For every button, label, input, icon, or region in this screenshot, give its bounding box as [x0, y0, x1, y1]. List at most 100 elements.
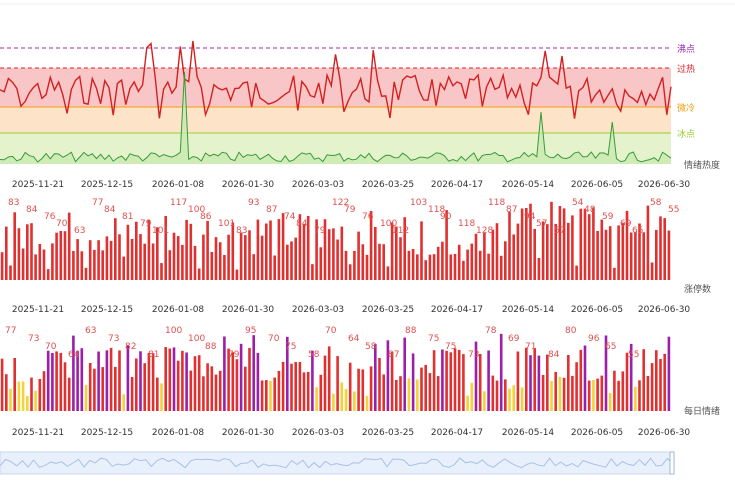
emotion-bar [642, 349, 645, 411]
emotion-bar [646, 376, 650, 411]
emotion-bar [126, 345, 130, 411]
limitup-bar [428, 254, 432, 280]
limitup-bar [126, 224, 130, 280]
p2-x-tick-3: 2026-01-30 [222, 305, 275, 315]
p3-x-tick-4: 2026-03-03 [292, 428, 344, 438]
limitup-label: 90 [440, 212, 452, 222]
emotion-bar [420, 367, 423, 411]
emotion-bar [629, 343, 633, 411]
emotion-bar [101, 367, 104, 411]
limitup-bar [109, 240, 113, 280]
p1-x-tick-3: 2026-01-30 [222, 180, 275, 190]
limitup-bar [156, 227, 159, 280]
limitup-bar [416, 254, 419, 280]
limitup-label: 100 [380, 219, 397, 229]
limitup-bar [436, 246, 440, 280]
limitup-bar [239, 232, 243, 280]
limitup-label: 84 [296, 219, 308, 229]
emotion-label: 64 [68, 350, 80, 360]
limitup-bar [629, 232, 633, 280]
limitup-bar [357, 231, 360, 280]
emotion-bar [80, 348, 84, 411]
emotion-bar [365, 395, 369, 411]
emotion-bar [571, 375, 574, 411]
emotion-bar [353, 391, 356, 411]
emotion-bar [587, 380, 591, 411]
emotion-bar [244, 366, 247, 411]
emotion-bar [84, 384, 88, 411]
emotion-bar [273, 377, 276, 411]
emotion-bar [277, 370, 281, 411]
limitup-label: 83 [8, 198, 19, 208]
limitup-bar [374, 227, 377, 280]
limitup-bar [646, 205, 650, 280]
emotion-label: 82 [125, 342, 136, 352]
emotion-label: 100 [165, 326, 182, 336]
emotion-bar [122, 394, 125, 411]
limitup-bar [390, 222, 394, 280]
emotion-bar [332, 393, 335, 411]
limitup-bar [46, 269, 50, 280]
limitup-bar [63, 231, 67, 280]
emotion-bar [9, 388, 12, 411]
emotion-bar [449, 352, 453, 411]
emotion-bar [453, 348, 457, 411]
zoom-handle [669, 451, 675, 475]
emotion-bar [340, 382, 344, 411]
limitup-bar [336, 239, 339, 280]
emotion-bar [424, 364, 427, 411]
emotion-bar [286, 336, 289, 411]
heat-line [0, 40, 672, 119]
emotion-bar [298, 362, 302, 411]
emotion-label: 58 [308, 350, 320, 360]
limitup-bar [478, 250, 482, 280]
emotion-bar [667, 336, 671, 411]
limitup-bar [189, 223, 193, 280]
limitup-bar [51, 243, 54, 280]
limitup-label: 74 [284, 212, 296, 222]
emotion-bar [319, 374, 323, 411]
emotion-bar [223, 336, 226, 411]
green-line [0, 71, 672, 163]
emotion-bar [403, 337, 406, 411]
emotion-bar [613, 370, 616, 411]
limitup-bar [344, 250, 348, 280]
emotion-bar [206, 363, 209, 411]
p2-x-tick-1: 2025-12-15 [81, 305, 133, 315]
emotion-bar [592, 380, 595, 411]
p1-x-tick-0: 2025-11-21 [12, 180, 64, 190]
limitup-label: 54 [572, 198, 584, 208]
p3-x-tick-3: 2026-01-30 [222, 428, 275, 438]
limitup-label: 79 [314, 226, 326, 236]
limitup-label: 77 [92, 198, 103, 208]
limitup-bar [193, 245, 197, 280]
band-label-2: 微冷 [677, 102, 695, 114]
limitup-label: 79 [344, 205, 356, 215]
limitup-bar [583, 208, 587, 280]
p3-x-tick-7: 2026-05-14 [502, 428, 555, 438]
limitup-bar [160, 263, 163, 280]
emotion-bar [197, 355, 201, 411]
limitup-label: 57 [536, 219, 547, 229]
p1-x-tick-4: 2026-03-03 [292, 180, 344, 190]
heat-series-label: 情绪热度 [684, 159, 720, 171]
limitup-bar [457, 244, 461, 280]
limitup-bar [281, 213, 285, 280]
limitup-label: 76 [362, 212, 374, 222]
limitup-label: 55 [668, 205, 679, 215]
emotion-bar [67, 377, 71, 411]
limitup-bar [466, 249, 469, 280]
emotion-bar [135, 358, 138, 411]
limitup-bar [72, 251, 75, 280]
limitup-bar [432, 254, 436, 280]
emotion-bar [181, 350, 184, 411]
limitup-bar [206, 220, 209, 280]
limitup-bar [30, 223, 33, 280]
warm-zone [0, 107, 671, 133]
emotion-bar [151, 353, 155, 411]
emotion-bar [478, 354, 482, 411]
limitup-label: 69 [620, 219, 632, 229]
limitup-label: 83 [236, 226, 247, 236]
emotion-label: 69 [508, 334, 520, 344]
limitup-bar [143, 243, 146, 280]
